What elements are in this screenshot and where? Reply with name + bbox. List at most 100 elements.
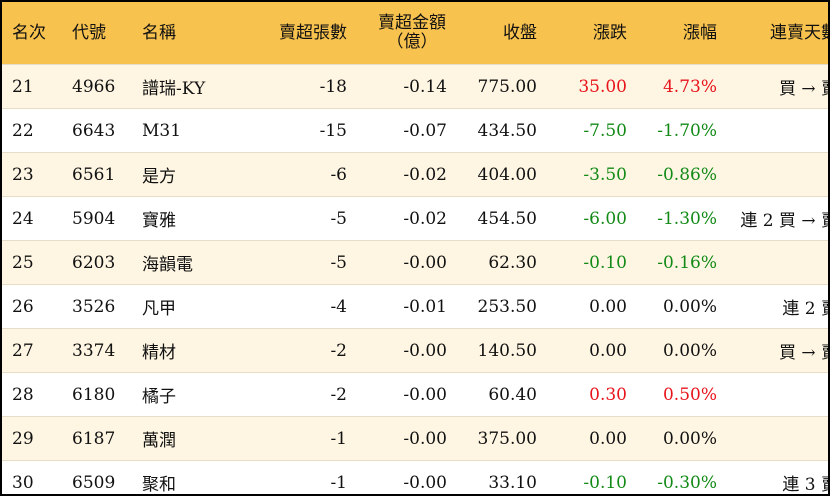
cell-code: 3374: [72, 328, 142, 373]
cell-code: 6561: [72, 152, 142, 197]
header-amount-line2: （億）: [386, 32, 438, 52]
cell-close: 253.50: [447, 284, 537, 329]
cell-code: 6187: [72, 416, 142, 461]
cell-pct: -0.86%: [627, 152, 717, 197]
cell-rank: 26: [2, 284, 72, 329]
cell-code: 6203: [72, 240, 142, 285]
cell-close: 375.00: [447, 416, 537, 461]
cell-amount: -0.00: [347, 328, 447, 373]
cell-rank: 25: [2, 240, 72, 285]
cell-days: 1: [717, 416, 828, 461]
cell-code: 6643: [72, 108, 142, 153]
cell-amount: -0.01: [347, 284, 447, 329]
cell-rank: 28: [2, 372, 72, 417]
cell-change: 0.00: [537, 284, 627, 329]
cell-days: 買 → 賣: [717, 64, 828, 109]
cell-shares: -1: [247, 460, 347, 494]
cell-name: 凡甲: [142, 284, 247, 329]
cell-pct: -1.70%: [627, 108, 717, 153]
cell-close: 454.50: [447, 196, 537, 241]
cell-close: 434.50: [447, 108, 537, 153]
cell-close: 775.00: [447, 64, 537, 109]
cell-change: -0.10: [537, 240, 627, 285]
cell-amount: -0.07: [347, 108, 447, 153]
cell-pct: 0.00%: [627, 416, 717, 461]
cell-change: 0.00: [537, 328, 627, 373]
cell-amount: -0.00: [347, 372, 447, 417]
cell-change: -7.50: [537, 108, 627, 153]
cell-pct: -1.30%: [627, 196, 717, 241]
header-pct: 漲幅: [627, 2, 717, 65]
cell-close: 404.00: [447, 152, 537, 197]
cell-shares: -6: [247, 152, 347, 197]
cell-name: 寶雅: [142, 196, 247, 241]
cell-pct: 4.73%: [627, 64, 717, 109]
cell-name: 萬潤: [142, 416, 247, 461]
header-code: 代號: [72, 2, 142, 65]
cell-amount: -0.02: [347, 152, 447, 197]
cell-shares: -2: [247, 328, 347, 373]
header-row: 名次 代號 名稱 賣超張數 賣超金額（億） 收盤 漲跌 漲幅 連賣天數: [2, 2, 828, 65]
cell-rank: 29: [2, 416, 72, 461]
cell-rank: 30: [2, 460, 72, 494]
cell-shares: -5: [247, 240, 347, 285]
cell-days: 連 2 賣: [717, 284, 828, 329]
cell-amount: -0.02: [347, 196, 447, 241]
cell-pct: 0.00%: [627, 284, 717, 329]
header-change: 漲跌: [537, 2, 627, 65]
cell-change: -6.00: [537, 196, 627, 241]
header-amount: 賣超金額 （億）: [347, 2, 447, 65]
cell-amount: -0.00: [347, 416, 447, 461]
cell-amount: -0.14: [347, 64, 447, 109]
cell-shares: -4: [247, 284, 347, 329]
cell-shares: -5: [247, 196, 347, 241]
cell-rank: 24: [2, 196, 72, 241]
header-shares: 賣超張數: [247, 2, 347, 65]
cell-close: 60.40: [447, 372, 537, 417]
cell-pct: 0.50%: [627, 372, 717, 417]
cell-close: 62.30: [447, 240, 537, 285]
cell-name: 橘子: [142, 372, 247, 417]
cell-pct: -0.30%: [627, 460, 717, 494]
cell-code: 5904: [72, 196, 142, 241]
cell-name: 海韻電: [142, 240, 247, 285]
cell-days: 連 3 賣: [717, 460, 828, 494]
header-close: 收盤: [447, 2, 537, 65]
cell-pct: -0.16%: [627, 240, 717, 285]
cell-name: M31: [142, 108, 247, 153]
table-row: 24 5904 寶雅 -5 -0.02 454.50 -6.00 -1.30% 連 2 買 → …: [2, 196, 828, 241]
cell-days: 1: [717, 152, 828, 197]
cell-change: -3.50: [537, 152, 627, 197]
cell-shares: -1: [247, 416, 347, 461]
cell-days: 買 → 賣: [717, 328, 828, 373]
cell-amount: -0.00: [347, 460, 447, 494]
cell-shares: -18: [247, 64, 347, 109]
cell-name: 精材: [142, 328, 247, 373]
cell-rank: 23: [2, 152, 72, 197]
cell-code: 3526: [72, 284, 142, 329]
cell-code: 6509: [72, 460, 142, 494]
header-name: 名稱: [142, 2, 247, 65]
cell-amount: -0.00: [347, 240, 447, 285]
cell-close: 140.50: [447, 328, 537, 373]
cell-rank: 21: [2, 64, 72, 109]
cell-change: 0.00: [537, 416, 627, 461]
cell-change: -0.10: [537, 460, 627, 494]
header-amount-line1: 賣超金額: [378, 13, 446, 33]
cell-code: 6180: [72, 372, 142, 417]
header-days: 連賣天數: [717, 2, 828, 65]
cell-change: 0.30: [537, 372, 627, 417]
cell-code: 4966: [72, 64, 142, 109]
cell-name: 是方: [142, 152, 247, 197]
cell-name: 譜瑞-KY: [142, 64, 247, 109]
cell-days: 1: [717, 372, 828, 417]
cell-pct: 0.00%: [627, 328, 717, 373]
cell-rank: 27: [2, 328, 72, 373]
